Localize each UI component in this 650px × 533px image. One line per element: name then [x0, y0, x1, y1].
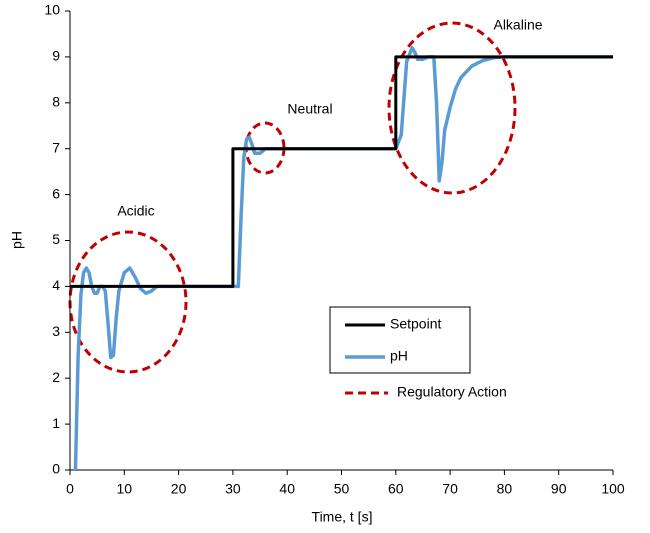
annotation: Acidic	[117, 203, 154, 219]
legend-label: Regulatory Action	[397, 384, 507, 400]
x-axis-label: Time, t [s]	[312, 509, 373, 525]
y-tick-label: 5	[52, 231, 60, 247]
x-tick-label: 30	[225, 481, 241, 497]
series-line	[73, 45, 613, 471]
y-tick-label: 2	[52, 369, 60, 385]
x-tick-label: 90	[551, 481, 567, 497]
y-tick-label: 10	[44, 2, 60, 18]
x-tick-label: 40	[279, 481, 295, 497]
x-tick-label: 50	[334, 481, 350, 497]
x-tick-label: 100	[601, 481, 625, 497]
x-tick-label: 20	[171, 481, 187, 497]
x-tick-label: 70	[442, 481, 458, 497]
y-tick-label: 8	[52, 94, 60, 110]
legend-label: pH	[390, 348, 408, 364]
x-tick-label: 80	[497, 481, 513, 497]
y-axis-label: pH	[9, 231, 25, 249]
legend-box	[329, 306, 471, 374]
y-tick-label: 6	[52, 185, 60, 201]
y-tick-label: 0	[52, 461, 60, 477]
y-tick-label: 7	[52, 139, 60, 155]
y-tick-label: 1	[52, 415, 60, 431]
y-tick-label: 9	[52, 48, 60, 64]
x-tick-label: 60	[388, 481, 404, 497]
annotation: Alkaline	[493, 17, 542, 33]
y-tick-label: 4	[52, 277, 60, 293]
legend-label: Setpoint	[390, 316, 441, 332]
acidic-ellipse	[68, 230, 188, 374]
alkaline-ellipse	[387, 21, 517, 195]
series-line	[70, 55, 613, 288]
annotation: Neutral	[287, 101, 332, 117]
x-tick-label: 10	[117, 481, 133, 497]
y-tick-label: 3	[52, 323, 60, 339]
x-tick-label: 0	[66, 481, 74, 497]
